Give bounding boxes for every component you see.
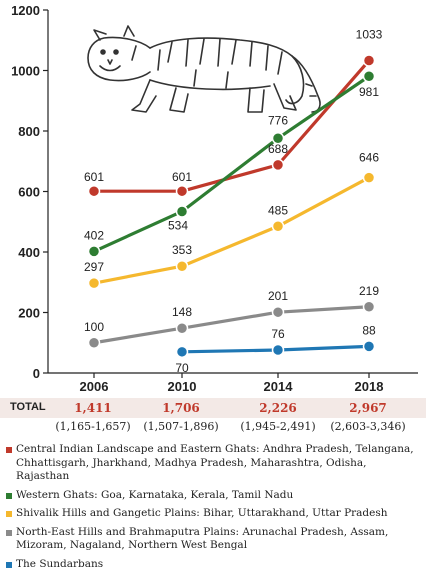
legend-label: North-East Hills and Brahmaputra Plains:… [16, 525, 389, 552]
x-tick-label: 2018 [355, 379, 384, 394]
data-label: 148 [172, 305, 192, 319]
data-label: 601 [172, 170, 192, 184]
legend-item-central-india: Central Indian Landscape and Eastern Gha… [6, 443, 420, 484]
total-label: TOTAL [10, 401, 46, 413]
data-point [87, 245, 101, 258]
legend-swatch [6, 511, 12, 517]
data-label: 70 [175, 361, 189, 375]
data-point [87, 336, 101, 349]
series-line-0 [94, 59, 371, 193]
y-tick-label: 1000 [11, 64, 40, 79]
y-tick-label: 600 [18, 185, 40, 200]
data-label: 776 [268, 113, 288, 127]
data-point [175, 205, 189, 218]
range-2010: (1,507-1,896) [143, 420, 219, 433]
data-point [87, 184, 101, 198]
data-label: 534 [168, 218, 188, 232]
legend-label: Shivalik Hills and Gangetic Plains: Biha… [16, 507, 388, 519]
tiger-icon [87, 25, 321, 113]
data-point [362, 69, 376, 83]
data-point [271, 343, 285, 357]
data-label: 981 [359, 85, 379, 99]
data-label: 688 [268, 142, 288, 156]
legend: Central Indian Landscape and Eastern Gha… [6, 443, 420, 576]
data-label: 100 [84, 320, 104, 334]
legend-swatch [6, 447, 12, 453]
data-point [175, 259, 189, 273]
data-label: 88 [362, 323, 376, 337]
data-label: 297 [84, 260, 104, 274]
legend-item-shivalik: Shivalik Hills and Gangetic Plains: Biha… [6, 507, 420, 521]
range-2018: (2,603-3,346) [330, 420, 406, 433]
data-point [271, 158, 285, 172]
legend-label: Central Indian Landscape and Eastern Gha… [16, 443, 414, 482]
series-line-1 [93, 74, 370, 253]
data-point [175, 345, 189, 359]
data-point [271, 305, 285, 319]
legend-swatch [6, 529, 12, 536]
data-point [271, 132, 285, 145]
range-2006: (1,165-1,657) [55, 420, 131, 433]
data-point [87, 276, 101, 290]
data-label: 76 [271, 327, 285, 341]
data-label: 601 [84, 170, 104, 184]
x-tick-label: 2010 [168, 379, 197, 394]
y-tick-label: 200 [18, 306, 40, 321]
data-label: 1033 [356, 28, 383, 42]
legend-swatch [6, 492, 12, 499]
data-point [175, 321, 189, 335]
legend-label: The Sundarbans [16, 557, 104, 570]
data-label: 353 [172, 243, 192, 257]
data-point [362, 340, 376, 353]
y-tick-label: 1200 [11, 3, 40, 18]
total-2018: 2,967 [349, 401, 387, 415]
data-point [175, 184, 189, 198]
y-tick-label: 800 [18, 124, 40, 139]
data-point [271, 220, 285, 233]
legend-item-sundarbans: The Sundarbans [6, 558, 420, 572]
legend-item-north-east: North-East Hills and Brahmaputra Plains:… [6, 526, 420, 553]
range-2014: (1,945-2,491) [240, 420, 316, 433]
series-line-2 [93, 176, 370, 285]
data-label: 219 [359, 284, 379, 298]
total-row-background [0, 398, 426, 418]
data-point [362, 300, 376, 314]
data-label: 646 [359, 151, 379, 165]
data-point [362, 171, 376, 184]
tiger-population-chart: 0 200 400 600 800 1000 1200 2006 2010 2014 2018 60… [11, 3, 418, 394]
x-tick-label: 2006 [80, 379, 109, 394]
data-label: 485 [268, 203, 288, 217]
total-2010: 1,706 [162, 401, 200, 415]
total-2014: 2,226 [259, 401, 297, 415]
x-tick-label: 2014 [264, 379, 294, 394]
legend-item-western-ghats: Western Ghats: Goa, Karnataka, Kerala, T… [6, 489, 420, 503]
data-label: 402 [84, 228, 104, 242]
total-2006: 1,411 [74, 401, 112, 415]
y-tick-label: 0 [33, 366, 40, 381]
legend-label: Western Ghats: Goa, Karnataka, Kerala, T… [16, 488, 294, 501]
y-tick-label: 400 [18, 245, 40, 260]
data-label: 201 [268, 289, 288, 303]
series-line-3 [93, 305, 370, 345]
data-point [362, 54, 376, 67]
